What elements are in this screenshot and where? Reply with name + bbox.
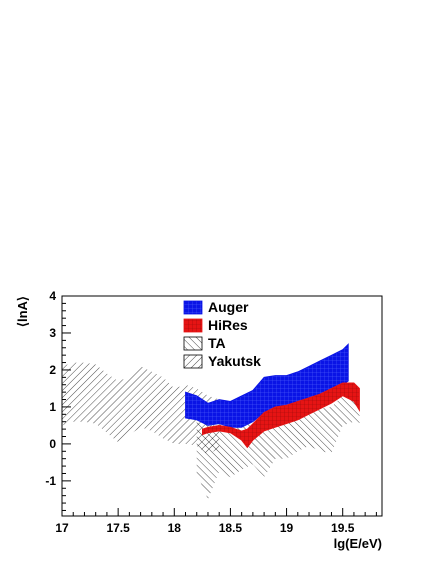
legend-label-ta: TA [208, 335, 226, 351]
legend-label-yakutsk: Yakutsk [208, 353, 261, 369]
axis-ticks: 17 17.5 18 18.5 19 19.5 -1 0 1 2 3 4 [45, 289, 377, 535]
x-tick-label: 19.5 [331, 521, 355, 535]
legend-swatch-yakutsk [183, 354, 203, 369]
plot-frame [61, 295, 383, 517]
band-yakutsk [62, 362, 220, 455]
x-tick-label: 18 [168, 521, 182, 535]
legend-swatch-hires [183, 318, 203, 333]
x-tick-label: 17 [55, 521, 69, 535]
band-hires [202, 382, 360, 449]
y-axis-title: ⟨lnA⟩ [15, 296, 30, 327]
band-ta [196, 384, 360, 500]
legend: Auger HiRes TA Yakutsk [183, 299, 261, 369]
x-tick-label: 17.5 [106, 521, 130, 535]
y-tick-label: 2 [49, 363, 56, 377]
data-bands [62, 343, 360, 500]
band-auger [185, 343, 349, 428]
legend-label-hires: HiRes [208, 317, 248, 333]
y-tick-label: 1 [49, 400, 56, 414]
x-axis-title: lg(E/eV) [334, 536, 382, 551]
x-tick-label: 19 [280, 521, 294, 535]
y-tick-label: 4 [49, 289, 56, 303]
legend-label-auger: Auger [208, 299, 249, 315]
x-tick-label: 18.5 [219, 521, 243, 535]
y-tick-label: 0 [49, 437, 56, 451]
y-tick-label: -1 [45, 474, 56, 488]
y-tick-label: 3 [49, 326, 56, 340]
legend-swatch-auger [183, 300, 203, 315]
legend-swatch-ta [183, 336, 203, 351]
